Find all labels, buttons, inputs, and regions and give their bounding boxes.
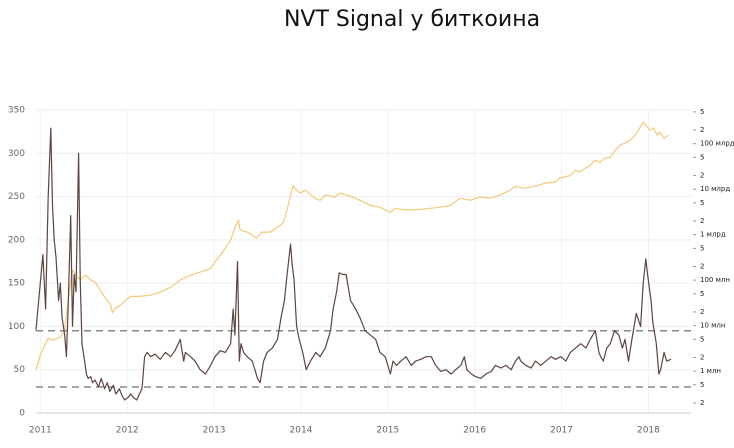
y2-tick-label: 10 млрд [700, 185, 730, 193]
y2-tick-label: 2 [700, 353, 704, 361]
x-tick-label: 2016 [463, 426, 486, 436]
y-tick-label: 200 [8, 235, 25, 245]
y2-tick-label: 100 млн [700, 276, 730, 284]
x-tick-label: 2014 [290, 426, 313, 436]
y2-tick-label: 2 [700, 126, 704, 134]
y-tick-label: 100 [8, 322, 25, 332]
x-tick-label: 2017 [550, 426, 573, 436]
y-tick-label: 350 [8, 106, 25, 116]
series-line [35, 121, 669, 371]
x-tick-label: 2018 [637, 426, 660, 436]
series-line [35, 127, 672, 401]
y-tick-label: 150 [8, 279, 25, 289]
y2-tick-label: 2 [700, 399, 704, 407]
y-tick-label: 300 [8, 149, 25, 159]
y2-tick-label: 100 млрд [700, 140, 734, 148]
y-tick-label: 50 [14, 365, 26, 375]
x-tick-label: 2015 [376, 426, 399, 436]
y2-tick-label: 2 [700, 217, 704, 225]
y-tick-label: 250 [8, 192, 25, 202]
y2-tick-label: 2 [700, 171, 704, 179]
y2-tick-label: 10 млн [700, 322, 725, 330]
y2-tick-label: 2 [700, 308, 704, 316]
x-tick-label: 2011 [29, 426, 52, 436]
y2-tick-label: 5 [700, 335, 704, 343]
y2-tick-label: 5 [700, 199, 704, 207]
x-tick-label: 2012 [116, 426, 139, 436]
y2-tick-label: 5 [700, 244, 704, 252]
y2-tick-label: 1 млн [700, 367, 721, 375]
y2-tick-label: 2 [700, 262, 704, 270]
y2-tick-label: 1 млрд [700, 231, 726, 239]
y2-tick-label: 5 [700, 108, 704, 116]
chart-title: NVT Signal у биткоина [284, 7, 540, 32]
y2-tick-label: 5 [700, 381, 704, 389]
y-tick-label: 0 [19, 409, 25, 419]
y2-tick-label: 5 [700, 153, 704, 161]
x-tick-label: 2013 [203, 426, 226, 436]
y2-tick-label: 5 [700, 290, 704, 298]
